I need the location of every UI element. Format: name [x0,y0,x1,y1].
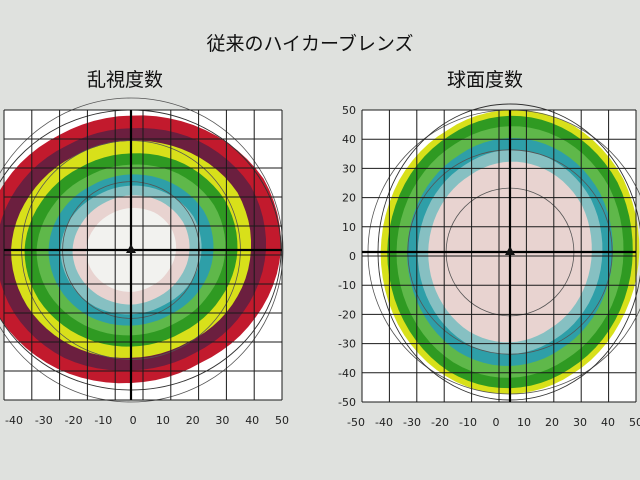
y-tick-label: 0 [349,250,356,263]
x-tick-label: 40 [245,414,259,427]
x-tick-label: -20 [65,414,83,427]
y-tick-label: -10 [338,279,356,292]
y-tick-label: -30 [338,338,356,351]
x-tick-label: -30 [403,416,421,429]
x-tick-label: 30 [573,416,587,429]
x-tick-label: 0 [130,414,137,427]
y-tick-label: 30 [342,162,356,175]
x-tick-label: -20 [431,416,449,429]
grid [361,109,637,403]
y-tick-label: -50 [338,396,356,409]
x-tick-label: 50 [629,416,640,429]
reference-circle-2 [0,97,284,403]
power-zones [0,115,281,384]
y-tick-label: -40 [338,367,356,380]
x-tick-label: -50 [347,416,365,429]
x-tick-label: -10 [94,414,112,427]
x-tick-label: 0 [493,416,500,429]
y-tick-label: 50 [342,104,356,117]
astigmatism-power-map: -40 -30 -20 -10 0 10 20 30 40 50 [0,97,289,427]
x-tick-label: 50 [275,414,289,427]
sphere-power-map: -50 -40 -30 -20 -10 0 10 20 30 40 50 50 40 30 20 10 0 -10… [338,103,640,429]
y-tick-label: 10 [342,221,356,234]
x-tick-label: -30 [35,414,53,427]
x-tick-label: 10 [156,414,170,427]
y-tick-label: -20 [338,308,356,321]
y-tick-label: 40 [342,133,356,146]
sphere-map-title: 球面度数 [447,69,523,91]
center-marker-icon [505,246,515,255]
x-tick-label: 40 [601,416,615,429]
x-tick-label: 20 [186,414,200,427]
grid [3,109,283,401]
x-tick-label: 10 [517,416,531,429]
x-tick-label: -40 [375,416,393,429]
x-tick-label: 30 [215,414,229,427]
x-tick-label: -10 [459,416,477,429]
figure-title: 従来のハイカーブレンズ [206,32,413,55]
center-marker-icon [126,244,136,253]
astigmatism-map-title: 乱視度数 [87,69,163,91]
x-tick-label: -40 [5,414,23,427]
x-tick-label: 20 [545,416,559,429]
y-tick-label: 20 [342,192,356,205]
